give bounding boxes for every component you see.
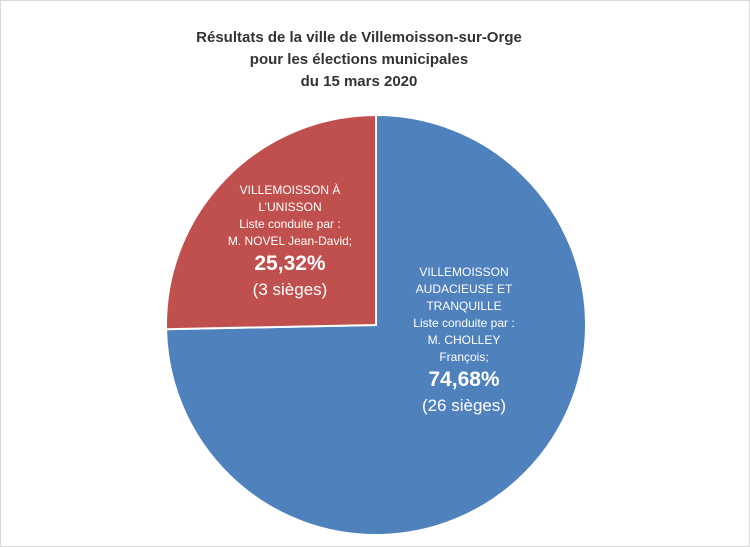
seat-label: (3 sièges) [252,280,328,299]
leader-name: M. CHOLLEY François; [427,333,501,364]
category-label: VILLEMOISSON AUDACIEUSE ET TRANQUILLE [415,265,513,313]
slice-label: VILLEMOISSON À L’UNISSON Liste conduite p… [215,182,365,302]
leader-intro: Liste conduite par : [413,316,515,330]
slice-label: VILLEMOISSON AUDACIEUSE ET TRANQUILLE Lis… [404,264,524,418]
chart-title: pour les élections municipales [249,51,469,68]
chart-title: du 15 mars 2020 [300,73,418,90]
category-label: VILLEMOISSON À L’UNISSON [239,183,341,214]
leader-intro: Liste conduite par : [239,217,341,231]
chart-title: Résultats de la ville de Villemoisson-su… [196,29,522,46]
seat-label: (26 sièges) [421,396,507,415]
leader-name: M. NOVEL Jean-David; [227,234,353,248]
value-label: 74,68% [428,368,500,391]
value-label: 25,32% [254,252,326,275]
pie-slice [165,113,377,331]
pie-slice [165,113,587,536]
